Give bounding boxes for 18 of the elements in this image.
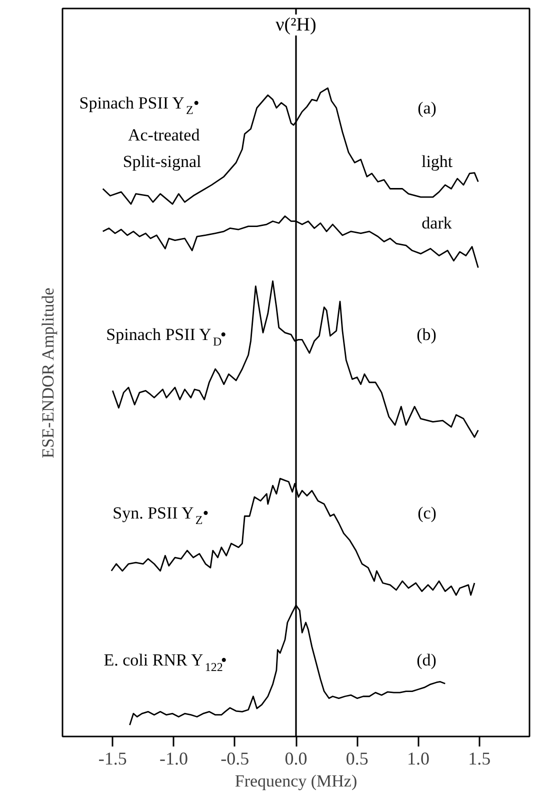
- x-axis-title: Frequency (MHz): [234, 772, 358, 790]
- annotation: (d): [416, 650, 436, 670]
- x-tick-label: -1.5: [98, 748, 127, 768]
- annotation: (c): [418, 503, 436, 522]
- x-tick-label: 0.0: [284, 748, 308, 768]
- x-tick-label: -0.5: [220, 748, 250, 768]
- annotation: (a): [418, 98, 436, 118]
- y-axis-title: ESE-ENDOR Amplitude: [38, 288, 58, 458]
- annotation: (b): [416, 325, 436, 344]
- x-tick-label: -1.0: [160, 748, 188, 768]
- annotation: Split-signal: [122, 152, 202, 171]
- x-tick-label: 1.5: [468, 748, 491, 768]
- series-label: light: [421, 152, 453, 171]
- series-label: dark: [422, 214, 452, 233]
- x-tick-label: 1.0: [407, 748, 430, 768]
- ref-line-label: ν(²H): [276, 14, 316, 36]
- annotation: Ac-treated: [128, 126, 200, 145]
- x-tick-label: 0.5: [346, 748, 368, 768]
